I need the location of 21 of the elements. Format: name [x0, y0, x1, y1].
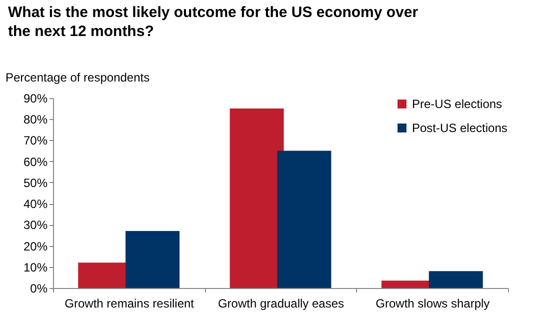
chart-title: What is the most likely outcome for the US economy over the next 12 months?: [8, 4, 418, 40]
bar: [126, 231, 180, 288]
y-tick-label: 80%: [23, 112, 48, 127]
y-tick-label: 50%: [23, 176, 48, 190]
y-axis-title: Percentage of respondents: [6, 70, 150, 84]
x-tick-label: Growth slows sharply: [376, 296, 490, 310]
legend-label: Pre-US elections: [412, 97, 502, 111]
bar: [230, 108, 284, 288]
y-tick-label: 10%: [23, 260, 48, 274]
legend-label: Post-US elections: [412, 121, 508, 135]
y-tick-label: 60%: [23, 154, 48, 169]
x-tick-label: Growth gradually eases: [218, 296, 344, 310]
y-tick-label: 0%: [30, 282, 48, 296]
x-tick-label: Growth remains resilient: [64, 296, 195, 310]
y-tick-label: 90%: [23, 92, 48, 106]
y-tick-label: 70%: [23, 134, 48, 148]
y-tick-label: 40%: [23, 197, 48, 212]
y-tick-label: 30%: [23, 218, 48, 232]
y-tick-label: 20%: [23, 239, 48, 254]
bar: [277, 150, 332, 288]
bar: [428, 271, 483, 288]
